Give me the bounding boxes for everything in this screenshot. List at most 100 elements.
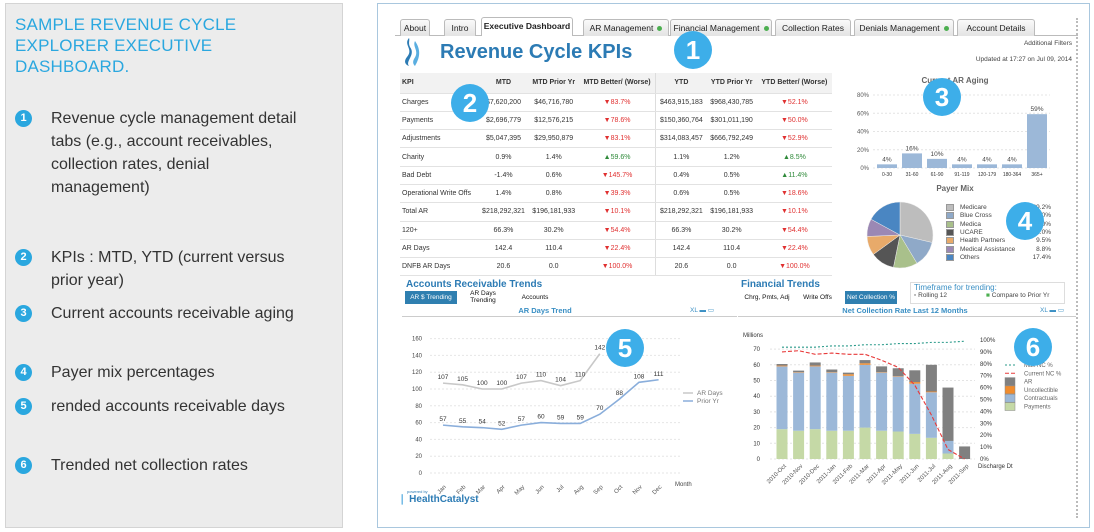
- accounts-button[interactable]: Accounts: [521, 294, 549, 301]
- table-row: DNFB AR Days 20.6 0.0 ▼100.0% 20.6 0.0 ▼100.0%: [400, 257, 832, 277]
- column-header: YTD: [655, 73, 707, 94]
- rate-line: [782, 340, 965, 348]
- data-label: 54: [479, 419, 487, 426]
- excel-icon[interactable]: XL: [690, 307, 698, 314]
- legend-panel: [5, 3, 343, 528]
- table-cell: 110.4: [528, 239, 579, 259]
- y-tick-label: 10: [753, 441, 760, 447]
- y-tick-label: 20%: [857, 148, 870, 154]
- legend-swatch: [946, 220, 954, 228]
- data-label: 88: [616, 390, 624, 397]
- ar-dollar-trending-button[interactable]: AR $ Trending: [405, 291, 457, 304]
- number-badge: 1: [15, 110, 32, 127]
- excel-icon[interactable]: XL: [1040, 307, 1048, 314]
- y-tick-label: 100: [412, 387, 423, 393]
- data-label: 107: [516, 374, 527, 381]
- compare-prior-yr-radio[interactable]: ■ Compare to Prior Yr: [986, 292, 1050, 299]
- legend-swatch: [946, 204, 954, 211]
- y-tick-label: 20: [415, 454, 422, 460]
- table-cell: $12,576,215: [528, 111, 579, 131]
- table-cell: $2,696,779: [478, 111, 529, 131]
- divider: [402, 316, 737, 317]
- column-header: MTD: [478, 73, 529, 94]
- tab-denials-management[interactable]: Denials Management: [854, 19, 954, 36]
- y-tick-label: 140: [412, 353, 423, 359]
- data-label: 111: [654, 371, 664, 378]
- tab-intro[interactable]: Intro: [444, 19, 476, 36]
- y2-tick-label: 60%: [980, 386, 993, 392]
- number-badge: 5: [15, 398, 32, 415]
- ar-trends-title: Accounts Receivable Trends: [406, 279, 543, 290]
- pie-slice: [870, 201, 901, 236]
- y2-tick-label: 30%: [980, 421, 993, 427]
- x-tick-label: Nov: [632, 484, 644, 495]
- table-cell: 0.0: [528, 257, 579, 277]
- table-cell: ▼78.6%: [578, 111, 657, 131]
- data-label: 142: [594, 345, 605, 352]
- chrg-pmts-adj-button[interactable]: Chrg, Pmts, Adj: [744, 294, 790, 301]
- ar-days-chart-title: AR Days Trend: [518, 306, 572, 315]
- x-tick-label: Aug: [573, 484, 585, 495]
- table-cell: 1.4%: [528, 147, 579, 167]
- x-tick-label: Dec: [652, 484, 664, 495]
- table-cell: 110.4: [706, 239, 757, 259]
- table-cell: 66.3%: [478, 221, 529, 240]
- write-offs-button[interactable]: Write Offs: [803, 294, 832, 301]
- legend-label: Max NC %: [1024, 363, 1053, 369]
- additional-filters-link[interactable]: Additional Filters: [1023, 40, 1072, 47]
- ar-days-line-chart: 0 20 40 60 80 100 120 140 160 Jan Feb Mar Apr May Jun J…: [412, 337, 723, 495]
- data-label: 104: [555, 377, 566, 384]
- table-cell: 1.1%: [655, 147, 707, 167]
- x-tick-label: Feb: [456, 484, 468, 495]
- export-icons[interactable]: XL ▬ ▭: [1040, 307, 1064, 314]
- stacked-bar-segment: [809, 429, 821, 459]
- data-label: 16%: [905, 145, 918, 152]
- legend-swatch: [1004, 393, 1016, 403]
- table-cell: ▼52.1%: [756, 93, 832, 112]
- divider: [738, 316, 1076, 317]
- stacked-bar-segment: [909, 382, 921, 384]
- table-cell: $196,181,933: [706, 202, 757, 222]
- series-line: [442, 353, 601, 390]
- tab-collection-rates[interactable]: Collection Rates: [775, 19, 851, 36]
- ar-days-trending-button[interactable]: AR Days Trending: [470, 290, 496, 304]
- table-cell: ▼10.1%: [756, 202, 832, 222]
- table-cell: 0.6%: [655, 184, 707, 204]
- tab-ar-management[interactable]: AR Management: [583, 19, 669, 36]
- tab-account-details[interactable]: Account Details: [957, 19, 1035, 36]
- data-label: 110: [575, 372, 586, 379]
- stacked-bar-segment: [892, 431, 904, 459]
- updated-timestamp: Updated at 17:27 on Jul 09, 2014: [975, 56, 1072, 63]
- net-collection-button[interactable]: Net Collection %: [845, 291, 897, 304]
- data-label: 100: [496, 380, 507, 387]
- table-cell: ▼54.4%: [578, 221, 657, 240]
- table-cell: ▼50.0%: [756, 111, 832, 131]
- export-icons[interactable]: XL ▬ ▭: [690, 307, 714, 314]
- x-tick-label: 31-60: [906, 172, 919, 178]
- table-cell: -1.4%: [478, 166, 529, 185]
- y-tick-label: 30: [753, 410, 760, 416]
- stacked-bar-segment: [859, 363, 871, 365]
- tab-about[interactable]: About: [400, 19, 430, 36]
- table-cell: 0.6%: [528, 166, 579, 185]
- data-label: 4%: [1007, 156, 1017, 163]
- pie-slice: [899, 201, 934, 243]
- y-tick-label: 20: [753, 426, 760, 432]
- tab-executive-dashboard[interactable]: Executive Dashboard: [481, 17, 573, 36]
- data-label: 4%: [982, 156, 992, 163]
- data-label: 105: [457, 376, 468, 383]
- stacked-bar-segment: [809, 365, 821, 367]
- x-tick-label: Oct: [613, 484, 624, 495]
- x-tick-label: 365+: [1031, 172, 1042, 178]
- stacked-bar-segment: [809, 366, 821, 430]
- aging-bar: [877, 164, 897, 168]
- legend-swatch: [946, 237, 954, 245]
- stacked-bar-segment: [776, 364, 788, 366]
- rolling-12-radio[interactable]: ▫ Rolling 12: [914, 292, 948, 299]
- timeframe-box: Timeframe for trending: ▫ Rolling 12 ■ Co…: [910, 282, 1065, 304]
- status-dot-icon: [763, 26, 769, 32]
- y-tick-label: 50: [753, 379, 760, 385]
- table-cell: 20.6: [478, 257, 529, 277]
- legend-swatch: [946, 253, 954, 261]
- stacked-bar-segment: [876, 372, 888, 431]
